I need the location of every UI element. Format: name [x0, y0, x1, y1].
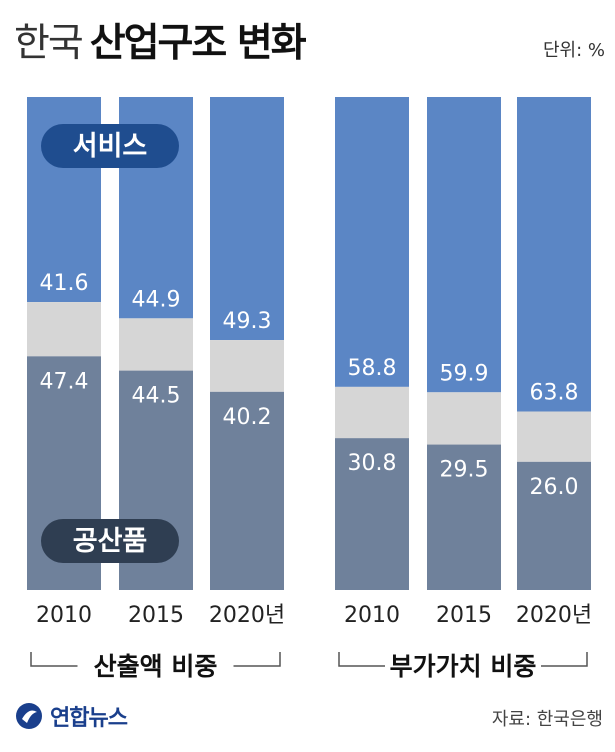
- data-label-service: 63.8: [530, 381, 579, 406]
- title-prefix: 한국: [14, 21, 84, 66]
- data-label-industry: 40.2: [223, 405, 272, 430]
- x-tick-label: 2015: [436, 603, 492, 628]
- legend-label-service: 서비스: [73, 131, 148, 162]
- group-label: 부가가치 비중: [390, 652, 537, 681]
- legend-badge-industry: [41, 519, 179, 563]
- source-note: 자료: 한국은행: [491, 709, 603, 730]
- group-label: 산출액 비중: [94, 652, 218, 681]
- data-label-industry: 30.8: [348, 451, 397, 476]
- bar-other: [27, 302, 101, 357]
- legend-label-industry: 공산품: [73, 526, 148, 557]
- x-tick-label: 2020년: [516, 603, 592, 628]
- bar-other: [517, 411, 591, 462]
- x-tick-label: 2010: [344, 603, 400, 628]
- data-label-industry: 47.4: [40, 369, 89, 394]
- group-bracket: [30, 652, 281, 667]
- bar-other: [427, 392, 501, 445]
- bar-other: [335, 386, 409, 439]
- bar-service: [210, 97, 284, 341]
- stacked-bar-chart: 41.6 47.4 2010 44.9 44.5 2015 49.3 40.2 2020년산출액…: [27, 97, 592, 681]
- data-label-industry: 29.5: [440, 458, 489, 483]
- yonhap-logo-icon: [16, 703, 42, 729]
- bar-service: [517, 97, 591, 412]
- bar-industry: [210, 391, 284, 590]
- bar-other: [210, 340, 284, 392]
- unit-label: 단위: %: [542, 40, 605, 61]
- legend-badge-service: [41, 124, 179, 168]
- title-main: 산업구조 변화: [89, 21, 307, 66]
- data-label-service: 44.9: [132, 287, 181, 312]
- bar-service: [427, 97, 501, 393]
- bar-industry: [517, 461, 591, 590]
- bar-service: [335, 97, 409, 387]
- logo-text: 연합뉴스: [50, 706, 128, 731]
- bar-industry: [335, 438, 409, 590]
- x-tick-label: 2015: [128, 603, 184, 628]
- bar-industry: [427, 444, 501, 590]
- yonhap-logo: 연합뉴스: [14, 700, 128, 732]
- data-label-industry: 26.0: [530, 475, 579, 500]
- chart-title: 한국 산업구조 변화: [14, 12, 307, 68]
- bar-other: [119, 318, 193, 371]
- data-label-service: 59.9: [440, 361, 489, 386]
- data-label-industry: 44.5: [132, 384, 181, 409]
- data-label-service: 41.6: [40, 271, 89, 296]
- x-tick-label: 2010: [36, 603, 92, 628]
- data-label-service: 49.3: [223, 309, 272, 334]
- x-tick-label: 2020년: [209, 603, 285, 628]
- group-bracket: [338, 652, 588, 667]
- data-label-service: 58.8: [348, 356, 397, 381]
